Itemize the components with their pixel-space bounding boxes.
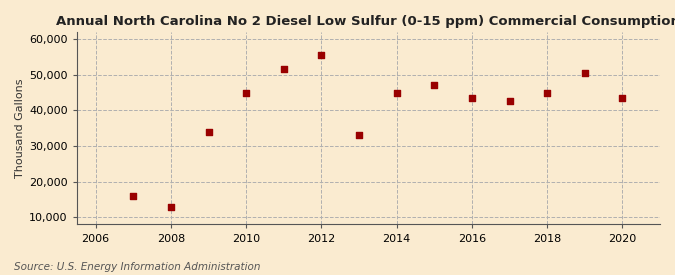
Point xyxy=(579,71,590,75)
Text: Source: U.S. Energy Information Administration: Source: U.S. Energy Information Administ… xyxy=(14,262,260,272)
Point xyxy=(542,90,553,95)
Point xyxy=(90,249,101,253)
Point xyxy=(392,90,402,95)
Point xyxy=(429,83,439,88)
Point xyxy=(241,90,252,95)
Point xyxy=(316,53,327,57)
Point xyxy=(128,194,138,198)
Point xyxy=(617,96,628,100)
Title: Annual North Carolina No 2 Diesel Low Sulfur (0-15 ppm) Commercial Consumption: Annual North Carolina No 2 Diesel Low Su… xyxy=(57,15,675,28)
Point xyxy=(165,204,176,209)
Point xyxy=(278,67,289,72)
Point xyxy=(466,96,477,100)
Y-axis label: Thousand Gallons: Thousand Gallons xyxy=(15,78,25,178)
Point xyxy=(504,99,515,104)
Point xyxy=(203,130,214,134)
Point xyxy=(354,133,364,138)
